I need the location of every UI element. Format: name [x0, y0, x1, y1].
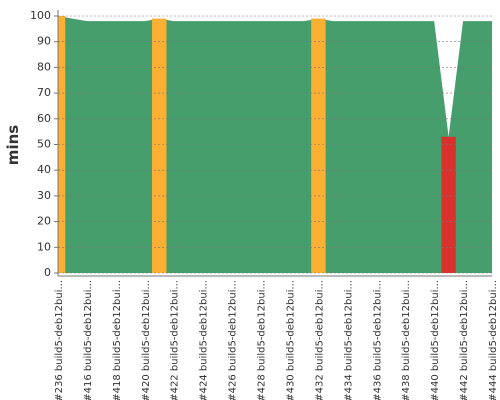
x-tick-label: #236 build5-deb12bui...	[54, 280, 65, 400]
x-tick-label: #418 build5-deb12bui...	[112, 280, 123, 400]
y-tick-label: 80	[37, 60, 51, 73]
x-tick-label: #420 build5-deb12bui...	[141, 280, 152, 400]
x-tick-label: #426 build5-deb12bui...	[228, 280, 239, 400]
x-tick-label: #436 build5-deb12bui...	[372, 280, 383, 400]
status-bar	[58, 16, 66, 273]
y-tick-label: 60	[37, 112, 51, 125]
y-tick-label: 20	[37, 215, 51, 228]
y-tick-label: 10	[37, 240, 51, 253]
status-bar	[152, 18, 167, 273]
x-tick-label: #432 build5-deb12bui...	[314, 280, 325, 400]
x-tick-label: #424 build5-deb12bui...	[199, 280, 210, 400]
x-tick-label: #422 build5-deb12bui...	[170, 280, 181, 400]
x-tick-label: #434 build5-deb12bui...	[343, 280, 354, 400]
y-tick-label: 30	[37, 189, 51, 202]
y-axis-label: mins	[4, 125, 22, 165]
y-tick-label: 70	[37, 86, 51, 99]
y-tick-label: 0	[44, 266, 51, 279]
status-bar	[311, 18, 326, 273]
x-tick-label: #438 build5-deb12bui...	[401, 280, 412, 400]
status-bar	[441, 136, 456, 273]
y-tick-label: 100	[30, 9, 51, 22]
y-tick-label: 50	[37, 138, 51, 151]
x-tick-label: #430 build5-deb12bui...	[285, 280, 296, 400]
y-tick-label: 90	[37, 35, 51, 48]
x-tick-label: #440 build5-deb12bui...	[430, 280, 441, 400]
x-tick-label: #416 build5-deb12bui...	[83, 280, 94, 400]
x-tick-label: #442 build5-deb12bui...	[459, 280, 470, 400]
x-tick-label: #428 build5-deb12bui...	[257, 280, 268, 400]
y-tick-label: 40	[37, 163, 51, 176]
x-tick-label: #444 build5-deb12bui...	[488, 280, 499, 400]
